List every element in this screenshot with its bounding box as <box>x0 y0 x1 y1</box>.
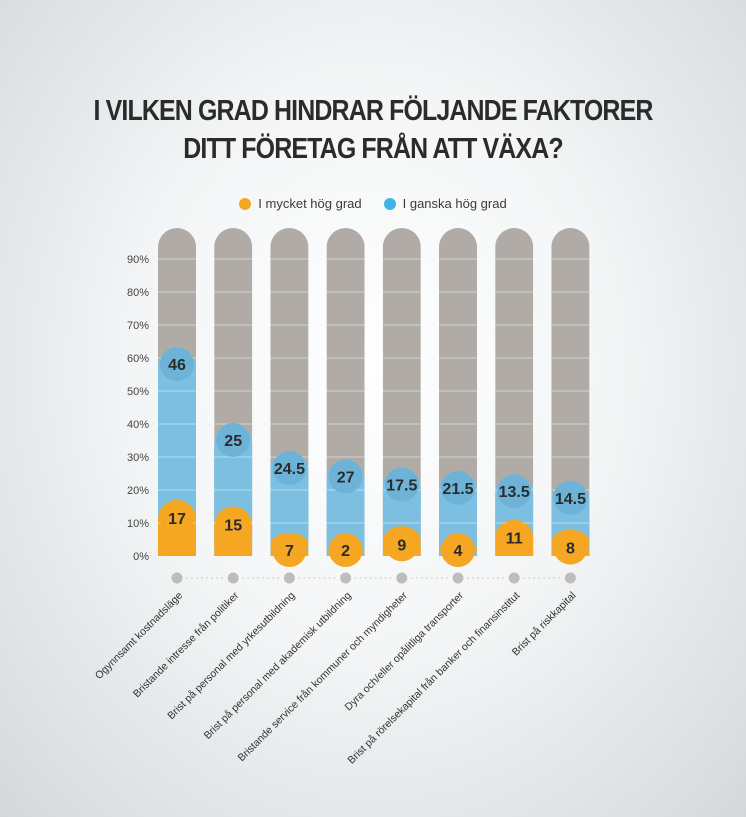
ganska-value-badge <box>272 451 307 486</box>
mycket-value-label: 17 <box>168 511 186 528</box>
ganska-value-label: 27 <box>337 469 355 486</box>
mycket-value-label: 9 <box>397 537 406 554</box>
y-tick-label: 90% <box>127 254 149 266</box>
ganska-value-badge <box>384 467 419 502</box>
mycket-value-label: 2 <box>341 543 350 560</box>
x-axis-dot <box>283 572 295 584</box>
x-axis-dot <box>396 572 408 584</box>
y-tick-label: 70% <box>127 320 149 332</box>
ganska-value-badge <box>328 459 363 494</box>
legend-label-mycket: I mycket hög grad <box>258 196 362 211</box>
x-axis-dot <box>171 572 183 584</box>
ganska-value-label: 17.5 <box>386 478 417 495</box>
y-tick-label: 60% <box>127 353 149 365</box>
x-axis-dot <box>340 572 352 584</box>
chart-title: I VILKEN GRAD HINDRAR FÖLJANDE FAKTORER … <box>52 92 694 168</box>
y-tick-label: 30% <box>127 452 149 464</box>
y-tick-label: 50% <box>127 386 149 398</box>
mycket-value-label: 8 <box>566 541 575 558</box>
mycket-value-badge <box>497 520 532 555</box>
x-category-label: Dyra och/eller opålitliga transporter <box>342 589 466 713</box>
legend-item-mycket: I mycket hög grad <box>239 196 362 211</box>
bar-column <box>214 228 253 556</box>
y-tick-label: 0% <box>133 551 149 563</box>
mycket-value-badge <box>272 533 307 567</box>
legend-swatch-blue <box>383 197 396 210</box>
mycket-value-badge <box>441 533 475 567</box>
x-axis-dot <box>452 572 464 584</box>
bar-column <box>270 228 309 556</box>
mycket-value-badge <box>384 527 419 562</box>
y-tick-label: 20% <box>127 485 149 497</box>
ganska-value-badge <box>553 480 588 515</box>
chart-legend: I mycket hög grad I ganska hög grad <box>0 196 746 211</box>
mycket-value-badge <box>328 533 363 567</box>
ganska-value-badge <box>441 470 475 505</box>
mycket-value-badge <box>216 507 251 542</box>
ganska-value-badge <box>160 347 194 382</box>
x-axis-dot <box>508 572 520 584</box>
mycket-value-label: 11 <box>506 531 523 548</box>
bar-column <box>439 228 477 556</box>
title-line-2: DITT FÖRETAG FRÅN ATT VÄXA? <box>183 133 563 165</box>
bar-column <box>382 228 421 556</box>
legend-swatch-orange <box>239 197 252 210</box>
y-tick-label: 10% <box>127 518 149 530</box>
mycket-value-badge <box>553 530 588 565</box>
ganska-value-label: 46 <box>168 357 186 374</box>
ganska-value-label: 24.5 <box>274 461 305 478</box>
ganska-value-label: 14.5 <box>555 491 586 508</box>
y-tick-label: 40% <box>127 419 149 431</box>
x-axis-dot <box>564 572 576 584</box>
mycket-value-label: 15 <box>224 518 242 535</box>
ganska-value-badge <box>497 474 532 509</box>
mycket-value-badge <box>160 500 194 535</box>
ganska-value-label: 13.5 <box>499 484 530 501</box>
ganska-value-label: 21.5 <box>442 481 473 498</box>
legend-label-ganska: I ganska hög grad <box>402 196 507 211</box>
bar-column <box>326 228 365 556</box>
title-line-1: I VILKEN GRAD HINDRAR FÖLJANDE FAKTORER <box>93 95 653 127</box>
x-axis-dot <box>227 572 239 584</box>
ganska-value-badge <box>216 423 251 457</box>
x-category-label: Bristande intresse från politiker <box>131 589 242 700</box>
y-tick-label: 80% <box>127 287 149 299</box>
mycket-value-label: 7 <box>285 543 294 560</box>
mycket-value-label: 4 <box>454 543 463 560</box>
ganska-value-label: 25 <box>224 433 242 450</box>
legend-item-ganska: I ganska hög grad <box>383 196 507 211</box>
